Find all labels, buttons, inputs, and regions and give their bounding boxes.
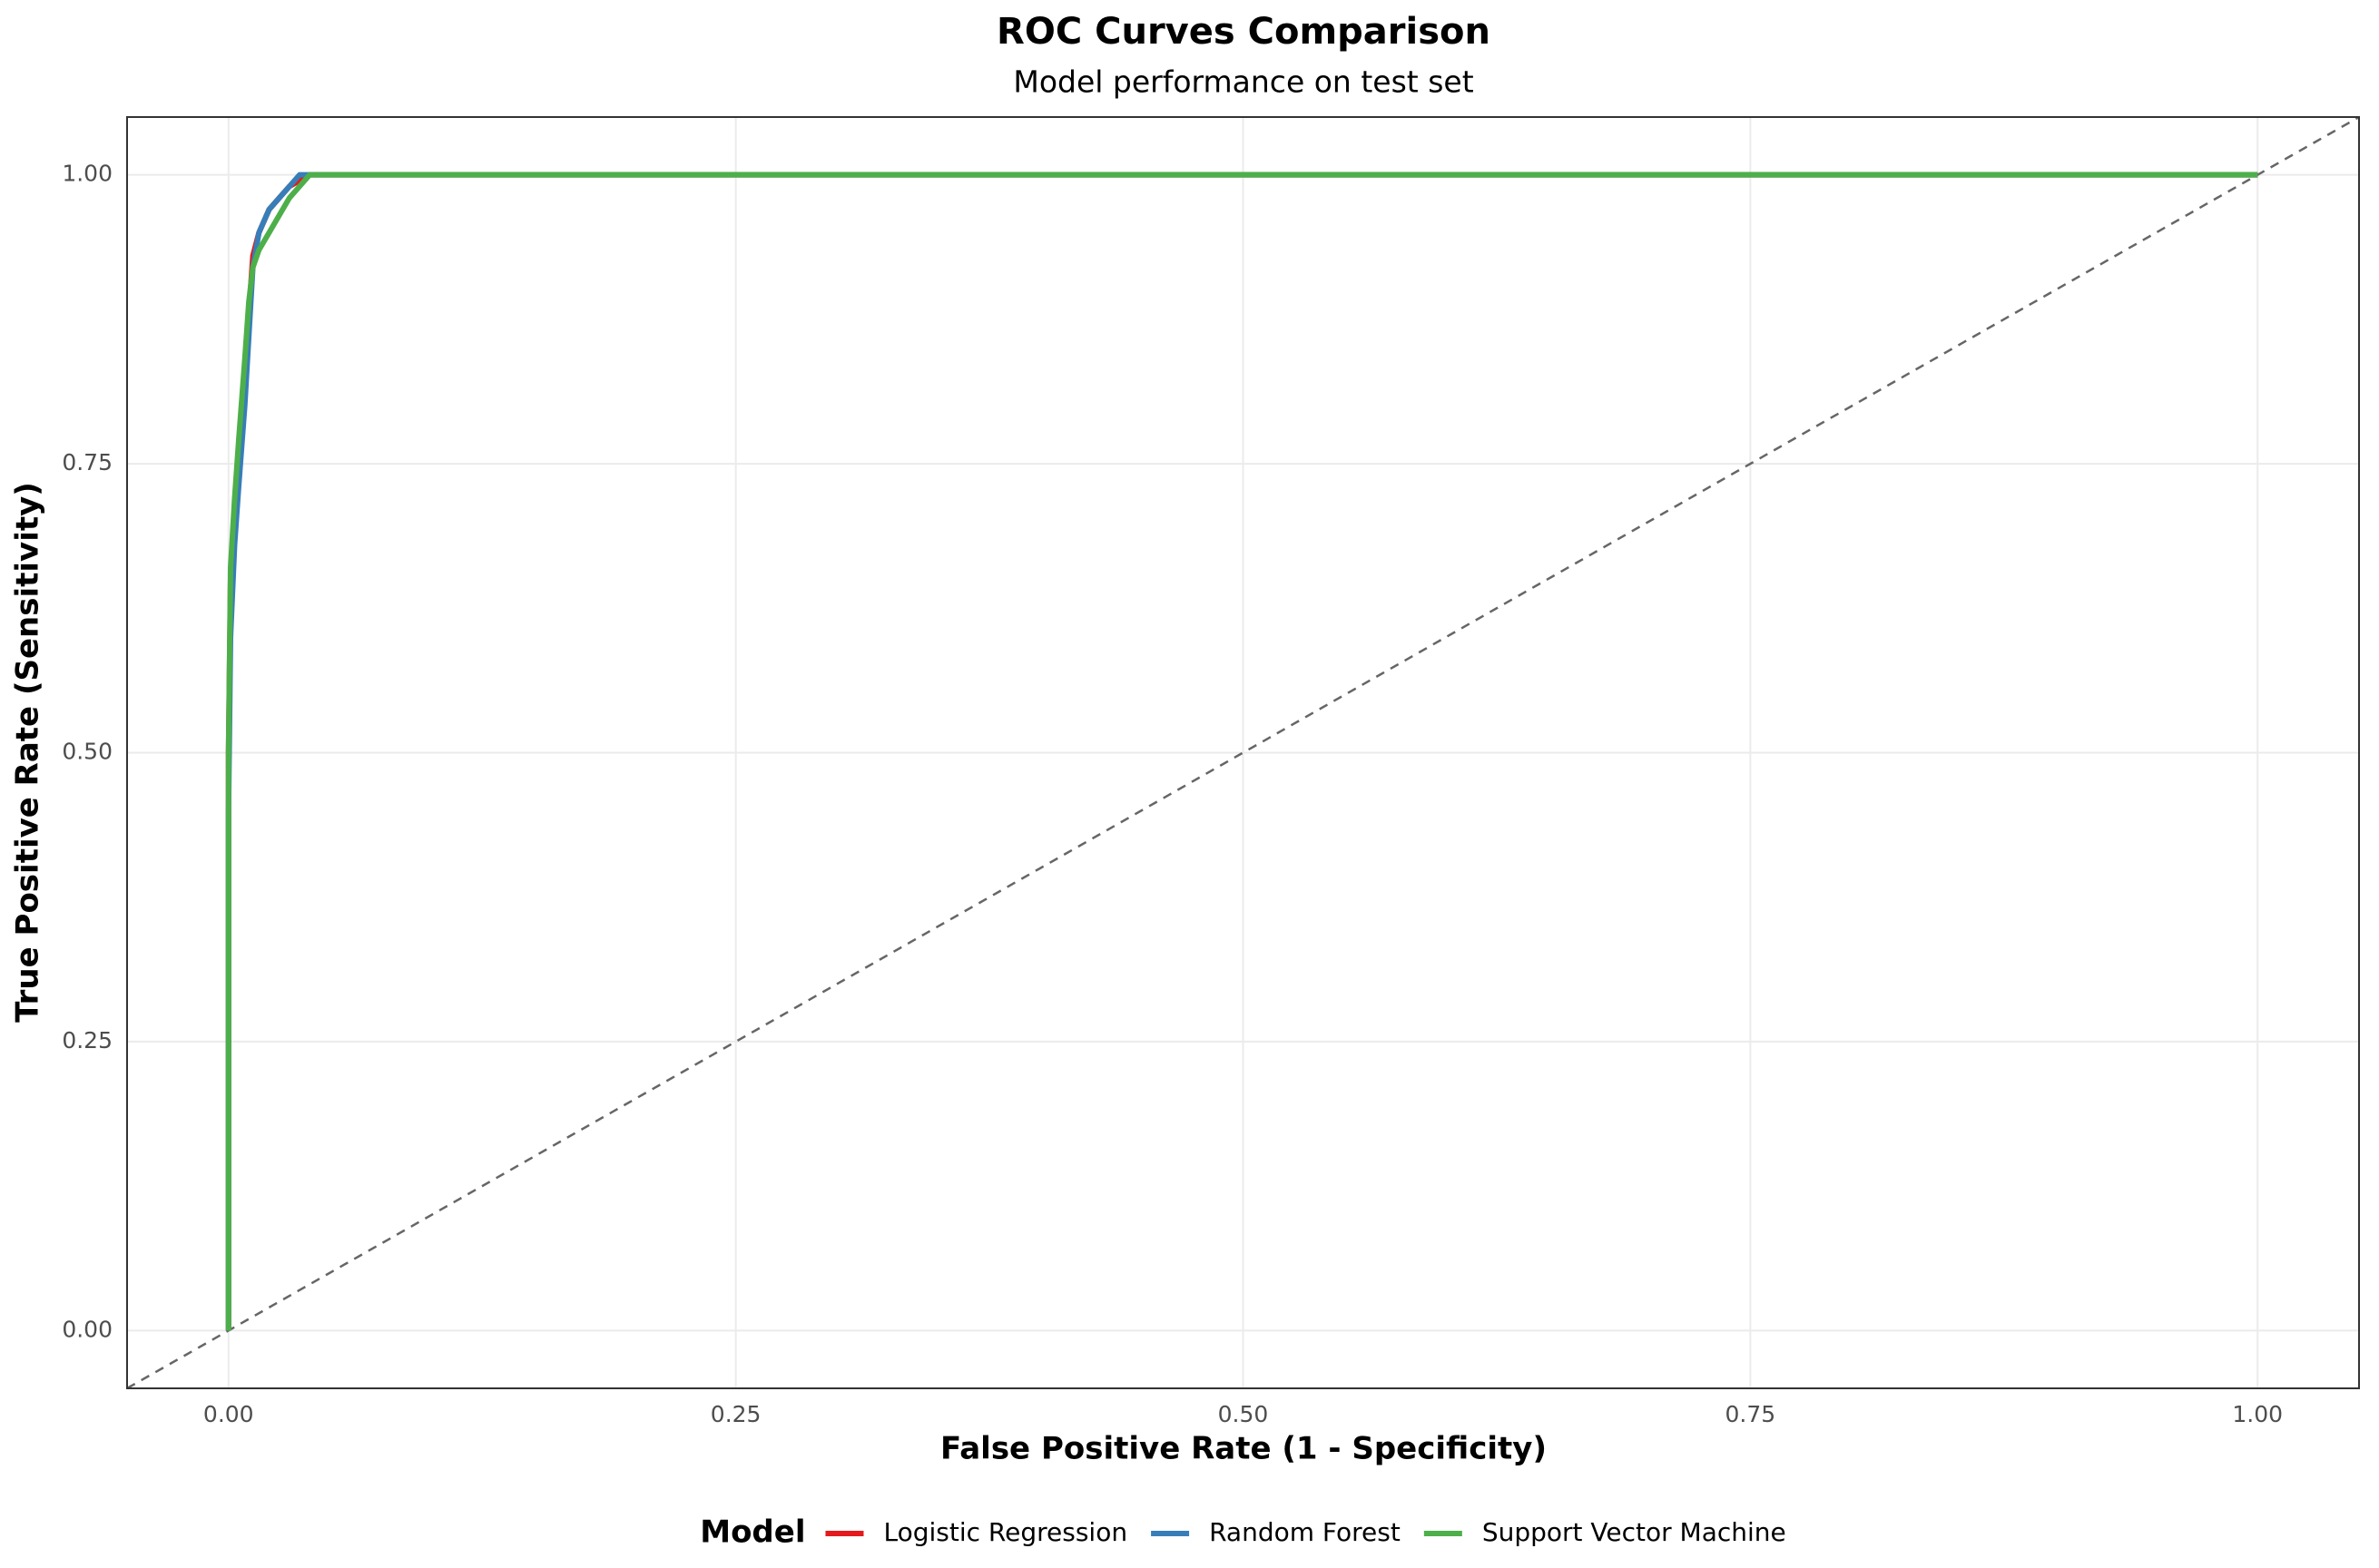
legend-label: Support Vector Machine [1482,1517,1786,1547]
x-tick-label: 1.00 [2232,1401,2283,1427]
y-tick-label: 0.50 [62,739,113,765]
y-tick-label: 0.00 [62,1316,113,1342]
y-tick-label: 1.00 [62,161,113,187]
x-tick-label: 0.75 [1725,1401,1776,1427]
x-tick-label: 0.25 [711,1401,762,1427]
chart-subtitle: Model performance on test set [1013,64,1473,100]
plot-frame [126,116,2360,1389]
chart-title: ROC Curves Comparison [997,11,1490,53]
reference-line [127,117,2359,1388]
plot-lines [127,117,2359,1388]
roc-line [225,172,2258,1331]
y-tick-label: 0.25 [62,1027,113,1054]
legend-label: Random Forest [1209,1517,1401,1547]
legend-title: Model [700,1514,805,1551]
x-tick-label: 0.00 [203,1401,254,1427]
x-tick-label: 0.50 [1218,1401,1269,1427]
x-axis-title: False Positive Rate (1 - Specificity) [940,1431,1547,1467]
legend-label: Logistic Regression [883,1517,1127,1547]
legend: Model Logistic Regression Random Forest Sup… [700,1514,1786,1551]
y-tick-label: 0.75 [62,449,113,475]
y-axis-title: True Positive Rate (Sensitivity) [10,482,46,1023]
